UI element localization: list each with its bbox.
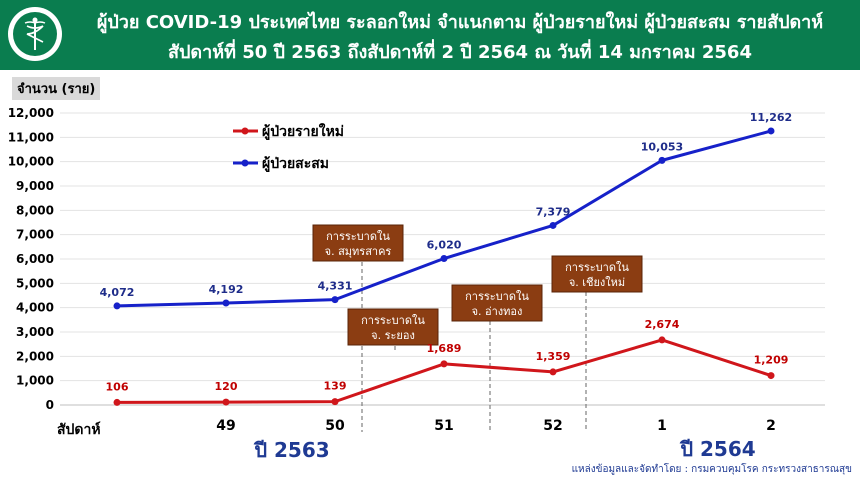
data-point bbox=[113, 398, 121, 406]
header-bar: ผู้ป่วย COVID-19 ประเทศไทย ระลอกใหม่ จำแ… bbox=[0, 0, 860, 70]
legend-label: ผู้ป่วยรายใหม่ bbox=[262, 122, 344, 140]
y-tick-label: 10,000 bbox=[8, 155, 54, 169]
series-line-cumulative bbox=[116, 129, 772, 308]
annotation-box bbox=[312, 224, 404, 262]
annotation-text-line2: จ. สมุทรสาคร bbox=[325, 245, 392, 258]
y-tick-label: 11,000 bbox=[8, 130, 54, 144]
data-label-new-cases: 139 bbox=[324, 380, 347, 393]
annotation-text-line1: การระบาดใน bbox=[565, 261, 629, 274]
data-point bbox=[222, 299, 230, 307]
data-point bbox=[222, 398, 230, 406]
annotation-box bbox=[551, 255, 643, 293]
year-labels: ปี 2563 ปี 2564 bbox=[253, 437, 756, 462]
x-tick-label: 50 bbox=[325, 418, 345, 434]
annotation-text-line1: การระบาดใน bbox=[465, 290, 529, 303]
y-axis-title: จำนวน (ราย) bbox=[12, 77, 101, 100]
data-label-new-cases: 1,359 bbox=[536, 350, 571, 363]
data-point bbox=[549, 368, 557, 376]
data-point bbox=[331, 296, 339, 304]
data-label-cumulative: 4,331 bbox=[318, 280, 353, 293]
data-label-new-cases: 120 bbox=[215, 380, 238, 393]
annotation-box bbox=[451, 284, 543, 322]
y-tick-label: 5,000 bbox=[16, 276, 54, 290]
annotation-text-line2: จ. เชียงใหม่ bbox=[569, 276, 625, 289]
data-label-cumulative: 6,020 bbox=[427, 239, 462, 252]
annotation-box bbox=[347, 308, 439, 346]
data-point bbox=[767, 372, 775, 380]
data-label-new-cases: 106 bbox=[106, 380, 129, 393]
data-point bbox=[767, 127, 775, 135]
legend-swatch-marker bbox=[241, 159, 249, 167]
data-point bbox=[331, 398, 339, 406]
year-label-2563: ปี 2563 bbox=[253, 438, 330, 462]
ministry-logo bbox=[8, 7, 62, 61]
y-tick-label: 0 bbox=[46, 398, 54, 412]
caduceus-icon bbox=[24, 17, 46, 50]
y-tick-label: 12,000 bbox=[8, 106, 54, 120]
y-tick-label: 3,000 bbox=[16, 325, 54, 339]
annotation-text-line2: จ. อ่างทอง bbox=[472, 305, 523, 318]
data-label-new-cases: 2,674 bbox=[645, 318, 680, 331]
data-point bbox=[440, 360, 448, 368]
y-tick-label: 8,000 bbox=[16, 203, 54, 217]
y-tick-label: 2,000 bbox=[16, 349, 54, 363]
year-label-2564: ปี 2564 bbox=[679, 437, 756, 461]
data-point bbox=[658, 156, 666, 164]
data-label-cumulative: 4,072 bbox=[100, 286, 135, 299]
annotation-text-line1: การระบาดใน bbox=[326, 230, 390, 243]
legend-swatch-marker bbox=[241, 127, 249, 135]
x-tick-label: 52 bbox=[543, 418, 562, 434]
data-labels: 106 120 139 1,689 1,359 2,674 1,209 4,072 4,192 4… bbox=[100, 111, 793, 393]
annotation-text-line1: การระบาดใน bbox=[361, 314, 425, 327]
legend: ผู้ป่วยรายใหม่ผู้ป่วยสะสม bbox=[233, 122, 344, 172]
source-note: แหล่งข้อมูลและจัดทำโดย : กรมควบคุมโรค กร… bbox=[571, 464, 852, 475]
y-tick-label: 7,000 bbox=[16, 228, 54, 242]
x-tick-label: 2 bbox=[766, 418, 776, 434]
y-axis-ticks: 0 1,000 2,000 3,000 4,000 5,000 6,000 7,000 8,00… bbox=[8, 106, 54, 412]
legend-label: ผู้ป่วยสะสม bbox=[262, 156, 329, 172]
gridlines bbox=[60, 112, 825, 406]
data-label-cumulative: 11,262 bbox=[750, 111, 792, 124]
data-label-new-cases: 1,689 bbox=[427, 342, 462, 355]
data-point bbox=[440, 255, 448, 263]
data-label-new-cases: 1,209 bbox=[754, 354, 789, 367]
x-tick-label: 1 bbox=[657, 418, 667, 434]
data-point bbox=[549, 221, 557, 229]
data-point bbox=[658, 336, 666, 344]
data-label-cumulative: 10,053 bbox=[641, 140, 683, 153]
title-line-2: สัปดาห์ที่ 50 ปี 2563 ถึงสัปดาห์ที่ 2 ปี… bbox=[168, 42, 752, 63]
data-label-cumulative: 7,379 bbox=[536, 205, 571, 218]
data-point bbox=[113, 302, 121, 310]
y-tick-label: 1,000 bbox=[16, 374, 54, 388]
x-axis: 49 50 51 52 1 2 สัปดาห์ bbox=[57, 418, 776, 438]
y-tick-label: 4,000 bbox=[16, 301, 54, 315]
y-tick-label: 9,000 bbox=[16, 179, 54, 193]
x-axis-title: สัปดาห์ bbox=[57, 421, 101, 438]
series bbox=[113, 127, 775, 406]
title-line-1: ผู้ป่วย COVID-19 ประเทศไทย ระลอกใหม่ จำแ… bbox=[96, 12, 824, 33]
y-tick-label: 6,000 bbox=[16, 252, 54, 266]
x-tick-label: 49 bbox=[216, 418, 235, 434]
data-label-cumulative: 4,192 bbox=[209, 283, 244, 296]
annotation-text-line2: จ. ระยอง bbox=[371, 329, 415, 342]
x-tick-label: 51 bbox=[434, 418, 453, 434]
